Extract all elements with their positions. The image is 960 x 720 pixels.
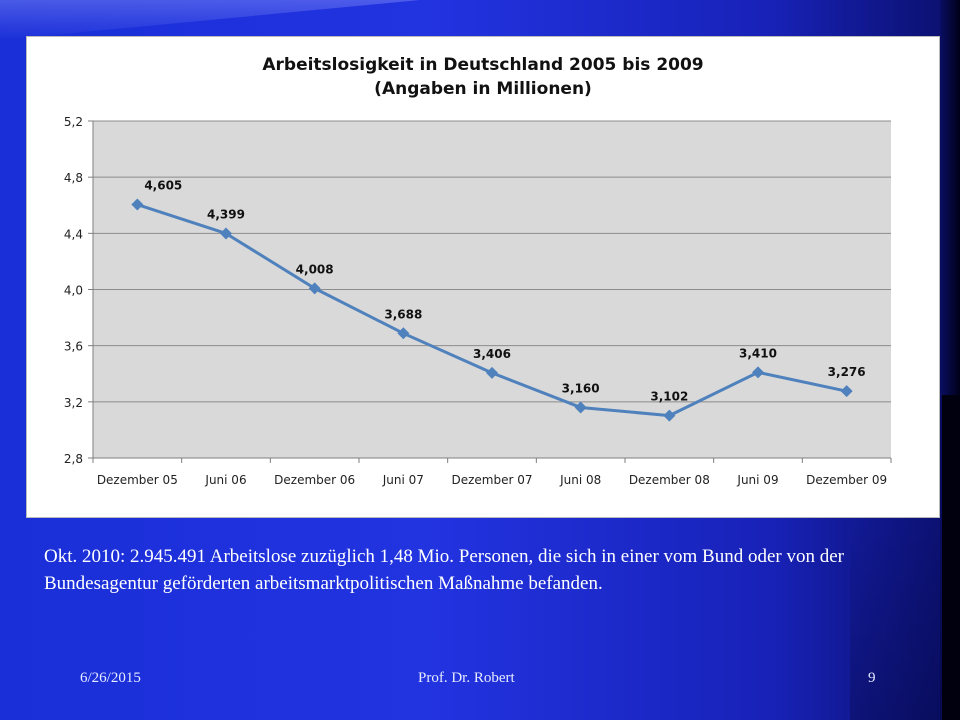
x-tick-label: Dezember 05 [97, 473, 178, 487]
data-label: 3,688 [384, 307, 422, 321]
y-tick-label: 5,2 [64, 115, 83, 129]
footer-author: Prof. Dr. Robert [418, 670, 515, 686]
y-tick-label: 3,2 [64, 396, 83, 410]
data-point-marker [131, 198, 144, 211]
background-dark-block [942, 395, 960, 720]
data-label: 3,276 [828, 365, 866, 379]
x-tick-label: Juni 09 [736, 473, 778, 487]
background-right-edge [940, 0, 960, 720]
y-tick-label: 3,6 [64, 340, 83, 354]
x-tick-label: Dezember 07 [451, 473, 532, 487]
y-tick-label: 4,4 [64, 227, 83, 241]
data-point-marker [574, 401, 587, 414]
footer-date: 6/26/2015 [80, 670, 141, 686]
y-tick-label: 2,8 [64, 452, 83, 466]
data-point-marker [752, 366, 764, 379]
data-label: 4,399 [207, 207, 245, 221]
data-point-marker [840, 385, 853, 398]
background-highlight [0, 0, 420, 40]
data-point-marker [663, 409, 676, 422]
data-label: 4,605 [144, 179, 182, 193]
data-label: 3,102 [650, 390, 688, 404]
y-tick-label: 4,8 [64, 171, 83, 185]
line-chart: 2,8 3,2 3,6 4,0 4,4 4,8 5,2 Dezember 05 Juni 06 D… [64, 115, 892, 487]
data-point-marker [397, 327, 410, 340]
y-tick-label: 4,0 [64, 284, 83, 298]
x-tick-label: Dezember 08 [629, 473, 710, 487]
data-point-marker [308, 282, 321, 295]
data-point-marker [220, 227, 232, 240]
data-label: 3,410 [739, 346, 777, 360]
data-label: 4,008 [296, 262, 334, 276]
x-tick-label: Juni 08 [559, 473, 601, 487]
chart-title: Arbeitslosigkeit in Deutschland 2005 bis… [27, 53, 939, 101]
data-label: 3,406 [473, 347, 511, 361]
chart-title-main: Arbeitslosigkeit in Deutschland 2005 bis… [262, 55, 704, 75]
slide-caption: Okt. 2010: 2.945.491 Arbeitslose zuzügli… [44, 546, 844, 594]
data-label: 3,160 [562, 381, 600, 395]
x-tick-label: Dezember 06 [274, 473, 355, 487]
page-number: 9 [868, 670, 876, 686]
chart-frame: Arbeitslosigkeit in Deutschland 2005 bis… [26, 36, 940, 518]
x-tick-label: Dezember 09 [806, 473, 887, 487]
chart-subtitle: (Angaben in Millionen) [374, 79, 592, 99]
x-tick-label: Juni 06 [204, 473, 246, 487]
data-point-marker [486, 366, 498, 379]
x-tick-label: Juni 07 [382, 473, 424, 487]
